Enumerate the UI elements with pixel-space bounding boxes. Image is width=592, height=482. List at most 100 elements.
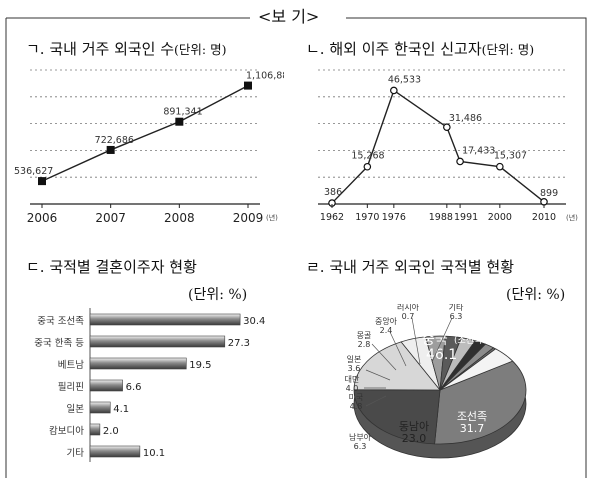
chart2-data-label: 899 — [540, 188, 558, 199]
chart3-category-label: 캄보디아 — [49, 425, 84, 437]
chart4-slice-label: 몽골 — [357, 331, 372, 340]
chart3-value-label: 19.5 — [189, 360, 211, 371]
chart4-slice-label: 중앙아 — [375, 316, 398, 326]
chart1-series-line — [41, 84, 249, 182]
chart2-x-tick-label: 1976 — [382, 212, 406, 223]
chart4-unit: (단위: %) — [506, 287, 566, 303]
chart2-data-label: 386 — [324, 187, 342, 198]
chart3-bar — [89, 313, 241, 326]
chart3-value-label: 10.1 — [143, 448, 165, 459]
chart3-category-label: 일본 — [67, 404, 85, 415]
chart3-category-label: 중국 조선족 — [37, 316, 84, 327]
chart3-value-label: 27.3 — [228, 338, 250, 349]
chart1-x-tick-label: 2006 — [27, 211, 58, 225]
chart1-line-chart: 536,627 2006 722,686 2007 891,341 2008 1,106,8… — [14, 69, 284, 225]
chart2-x-tick-label: 1970 — [355, 212, 379, 223]
chart2-data-label: 17,433 — [462, 145, 495, 156]
chart1-x-tick-label: 2009 — [233, 211, 264, 225]
chart4-slice-label: 미국 — [349, 393, 364, 402]
chart4-slice-value: 2.4 — [380, 326, 393, 335]
chart3-value-label: 4.1 — [113, 404, 129, 415]
chart3-category-label: 필리핀 — [58, 381, 84, 393]
chart3-category-label: 베트남 — [58, 360, 84, 371]
chart4-slice-sublabel: (조선족 포함) — [454, 335, 505, 346]
chart4-title: ㄹ. 국내 거주 외국인 국적별 현황 — [306, 258, 515, 276]
chart1-x-tick-label: 2008 — [164, 211, 195, 225]
chart4-slice-label: 일본 — [347, 355, 362, 364]
chart3-value-label: 30.4 — [243, 316, 265, 327]
chart4-pie-chart: 중국 (조선족 포함)46.1조선족31.7동남아23.0남부아6.3미국4.8대… — [345, 304, 527, 459]
chart1-data-label: 722,686 — [95, 135, 134, 146]
chart4-slice — [439, 348, 514, 391]
chart4-leader-line — [431, 317, 453, 363]
chart4-slice-value: 2.8 — [358, 340, 371, 349]
chart4-slice-value: 4.0 — [346, 384, 359, 393]
chart2-x-tick-label: 2010 — [532, 212, 556, 223]
chart2-point — [496, 162, 504, 171]
chart4-slice-label: 기타 — [449, 304, 464, 312]
chart1-title: ㄱ. 국내 거주 외국인 수(단위: 명) — [26, 40, 227, 58]
chart4-slice — [353, 389, 441, 445]
chart3-bar — [89, 423, 101, 436]
chart3-bar — [89, 357, 187, 370]
chart3-value-label: 2.0 — [103, 426, 119, 437]
chart4-slice — [434, 360, 527, 445]
chart4-slice-label: 조선족 — [457, 410, 487, 423]
chart2-data-label: 15,307 — [494, 151, 527, 162]
chart4-slice-value: 46.1 — [426, 347, 457, 363]
chart3-bar — [89, 401, 111, 414]
chart1-data-label: 536,627 — [14, 166, 53, 177]
figure-header: <보 기> — [254, 3, 324, 27]
chart3-bar — [89, 445, 141, 458]
chart4-leader-line — [365, 395, 387, 407]
chart3-unit: (단위: %) — [188, 287, 248, 303]
chart4-leader-line — [371, 343, 397, 371]
chart4-slice-value: 6.3 — [450, 312, 463, 321]
chart4-leader-line — [411, 317, 421, 365]
chart2-point — [456, 157, 464, 166]
chart2-series-line — [331, 89, 545, 204]
chart1-x-suffix: (년) — [266, 213, 278, 222]
chart1-point — [244, 81, 252, 90]
chart4-slice-value: 31.7 — [460, 422, 485, 435]
chart2-data-label: 46,533 — [388, 74, 421, 85]
chart3-bar — [89, 379, 123, 392]
chart2-point — [390, 86, 398, 95]
chart4-slice-label: 중국 — [422, 332, 448, 348]
chart4-slice-label: 동남아 — [399, 420, 429, 433]
chart1-x-tick-label: 2007 — [95, 211, 126, 225]
chart4-slice-value: 23.0 — [402, 432, 427, 445]
chart3-value-label: 6.6 — [126, 382, 142, 393]
chart4-leader-line — [389, 331, 407, 367]
chart4-slice-label: 대만 — [345, 375, 360, 384]
chart2-x-tick-label: 1991 — [454, 212, 478, 223]
chart1-point — [106, 145, 115, 154]
chart4-slice-value: 4.8 — [350, 402, 363, 411]
chart4-slice-label: 러시아 — [397, 304, 420, 312]
chart1-data-label: 891,341 — [163, 107, 202, 118]
chart2-data-label: 31,486 — [449, 113, 482, 124]
chart4-slice-value: 0.7 — [402, 312, 415, 321]
chart2-point — [443, 123, 451, 131]
chart2-x-tick-label: 1962 — [320, 212, 344, 223]
chart3-title: ㄷ. 국적별 결혼이주자 현황 — [26, 258, 197, 276]
chart2-x-tick-label: 2000 — [488, 212, 512, 223]
chart4-leader-line — [365, 369, 391, 381]
chart4-slice-label: 남부아 — [349, 432, 372, 442]
chart1-point — [38, 177, 46, 186]
chart2-title: ㄴ. 해외 이주 한국인 신고자(단위: 명) — [306, 40, 535, 58]
chart2-data-label: 15,268 — [351, 151, 384, 162]
chart4-slice-value: 3.6 — [348, 364, 361, 373]
chart2-x-suffix: (년) — [566, 213, 578, 222]
chart3-category-label: 중국 한족 등 — [34, 338, 84, 349]
chart3-bar-chart: 중국 조선족 30.4 중국 한족 등 27.3 베트남 19.5 필리핀 6.6 일본 4.1 캄… — [34, 308, 265, 462]
chart4-slice-value: 6.3 — [354, 442, 367, 451]
chart3-category-label: 기타 — [67, 448, 85, 459]
chart1-data-label: 1,106,884 — [246, 71, 284, 82]
chart3-bar — [89, 335, 226, 348]
chart2-point — [363, 162, 372, 171]
chart2-x-tick-label: 1988 — [429, 212, 453, 223]
chart1-point — [175, 117, 184, 126]
chart2-line-chart: 386 1962 15,268 1970 46,533 1976 31,486 1988 17,… — [318, 69, 578, 223]
